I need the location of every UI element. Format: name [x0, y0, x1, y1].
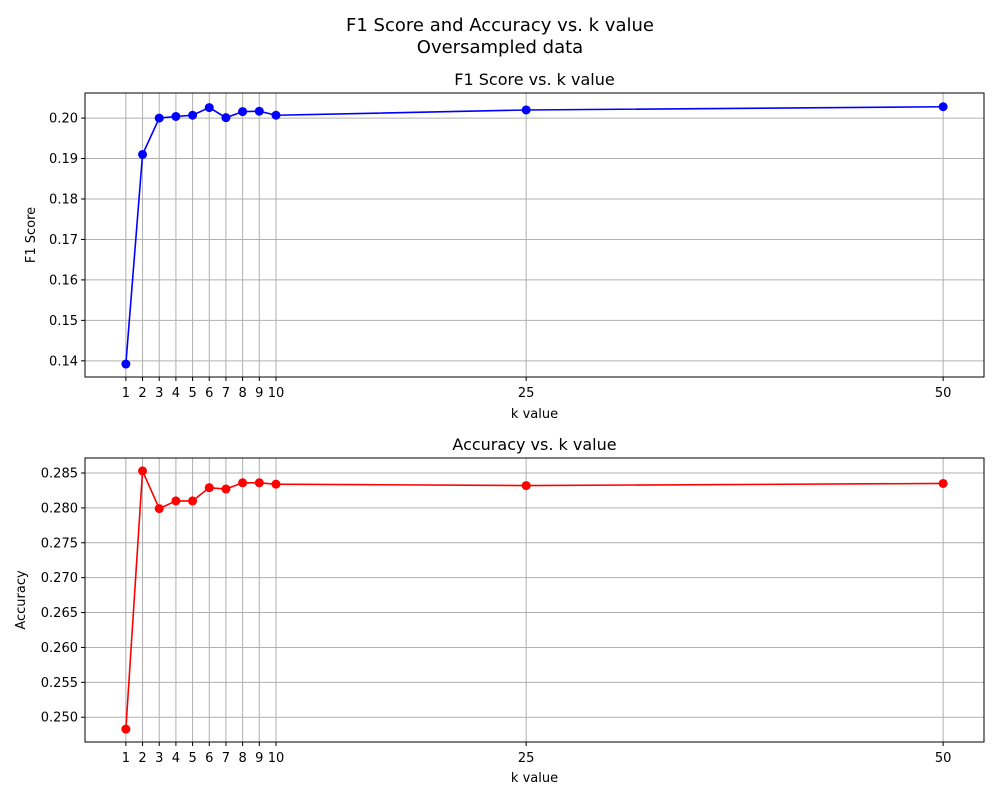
figure-suptitle-line1: F1 Score and Accuracy vs. k value	[346, 15, 654, 36]
f1-x-tick-label: 7	[222, 386, 230, 401]
accuracy-data-point	[271, 479, 281, 489]
accuracy-x-tick-label: 50	[935, 751, 952, 766]
f1-y-tick-label: 0.16	[49, 273, 78, 288]
f1-data-point	[238, 107, 248, 117]
accuracy-axes-frame	[84, 457, 985, 743]
accuracy-y-tick-label: 0.275	[41, 536, 78, 551]
f1-data-point	[254, 106, 264, 116]
accuracy-y-tick-label: 0.265	[41, 606, 78, 621]
f1-x-tick-label: 1	[122, 386, 130, 401]
f1-data-point	[521, 105, 531, 115]
f1-axes-frame	[84, 92, 985, 378]
accuracy-data-point	[171, 496, 181, 506]
accuracy-y-tick-label: 0.260	[41, 641, 78, 656]
accuracy-data-layer	[121, 466, 948, 734]
figure-suptitle-line2: Oversampled data	[417, 37, 583, 58]
f1-data-point	[138, 149, 148, 159]
accuracy-x-tick-label: 1	[122, 751, 130, 766]
accuracy-x-tick-label: 4	[172, 751, 180, 766]
accuracy-data-point	[521, 481, 531, 491]
f1-data-point	[171, 111, 181, 121]
f1-x-tick-label: 25	[518, 386, 535, 401]
f1-data-point	[938, 102, 948, 112]
f1-data-point	[221, 113, 231, 123]
accuracy-y-tick-label: 0.280	[41, 501, 78, 516]
accuracy-data-point	[121, 724, 131, 734]
accuracy-y-tick-label: 0.285	[41, 467, 78, 482]
f1-y-axis-label: F1 Score	[24, 207, 39, 263]
accuracy-x-tick-label: 9	[255, 751, 263, 766]
accuracy-data-point	[204, 483, 214, 493]
f1-gridlines	[85, 93, 984, 377]
accuracy-gridlines	[85, 458, 984, 742]
f1-y-tick-label: 0.18	[49, 192, 78, 207]
accuracy-data-point	[238, 478, 248, 488]
f1-x-axis-label: k value	[511, 407, 558, 422]
f1-x-tick-label: 5	[188, 386, 196, 401]
f1-series-line	[125, 105, 944, 365]
accuracy-y-tick-label: 0.270	[41, 571, 78, 586]
accuracy-data-point	[154, 504, 164, 514]
accuracy-data-point	[221, 484, 231, 494]
accuracy-x-tick-label: 10	[268, 751, 285, 766]
accuracy-data-point	[188, 496, 198, 506]
accuracy-series-line	[125, 470, 944, 730]
accuracy-y-tick-label: 0.250	[41, 711, 78, 726]
f1-y-tick-label: 0.19	[49, 152, 78, 167]
f1-data-layer	[121, 102, 948, 369]
f1-data-point	[188, 110, 198, 120]
f1-x-tick-label: 9	[255, 386, 263, 401]
accuracy-x-tick-label: 25	[518, 751, 535, 766]
f1-x-tick-label: 2	[138, 386, 146, 401]
accuracy-data-point	[138, 466, 148, 476]
f1-x-tick-label: 10	[268, 386, 285, 401]
f1-data-point	[271, 110, 281, 120]
accuracy-x-tick-label: 3	[155, 751, 163, 766]
accuracy-x-tick-label: 6	[205, 751, 213, 766]
f1-y-tick-label: 0.20	[49, 112, 78, 127]
f1-data-point	[204, 103, 214, 113]
accuracy-y-tick-label: 0.255	[41, 676, 78, 691]
accuracy-ticks: 1 2 3 4 5 6 7 8 9 10 25 50 0.250 0.255 0.260 0.265 0.270…	[41, 467, 952, 766]
accuracy-data-point	[254, 478, 264, 488]
f1-ticks: 1 2 3 4 5 6 7 8 9 10 25 50 0.14 0.15 0.16 0.17 0.18 0.19 0…	[49, 112, 951, 401]
f1-data-point	[154, 113, 164, 123]
accuracy-x-tick-label: 5	[188, 751, 196, 766]
f1-chart-title: F1 Score vs. k value	[454, 70, 614, 89]
f1-y-tick-label: 0.17	[49, 233, 78, 248]
f1-x-tick-label: 50	[935, 386, 952, 401]
f1-x-tick-label: 3	[155, 386, 163, 401]
accuracy-y-axis-label: Accuracy	[14, 570, 29, 630]
f1-x-tick-label: 6	[205, 386, 213, 401]
f1-x-tick-label: 4	[172, 386, 180, 401]
accuracy-x-tick-label: 7	[222, 751, 230, 766]
accuracy-x-tick-label: 8	[238, 751, 246, 766]
accuracy-x-tick-label: 2	[138, 751, 146, 766]
accuracy-data-point	[938, 478, 948, 488]
accuracy-chart-title: Accuracy vs. k value	[452, 435, 616, 454]
f1-y-tick-label: 0.15	[49, 314, 78, 329]
f1-y-tick-label: 0.14	[49, 354, 78, 369]
accuracy-x-axis-label: k value	[511, 771, 558, 786]
f1-data-point	[121, 359, 131, 369]
f1-x-tick-label: 8	[238, 386, 246, 401]
